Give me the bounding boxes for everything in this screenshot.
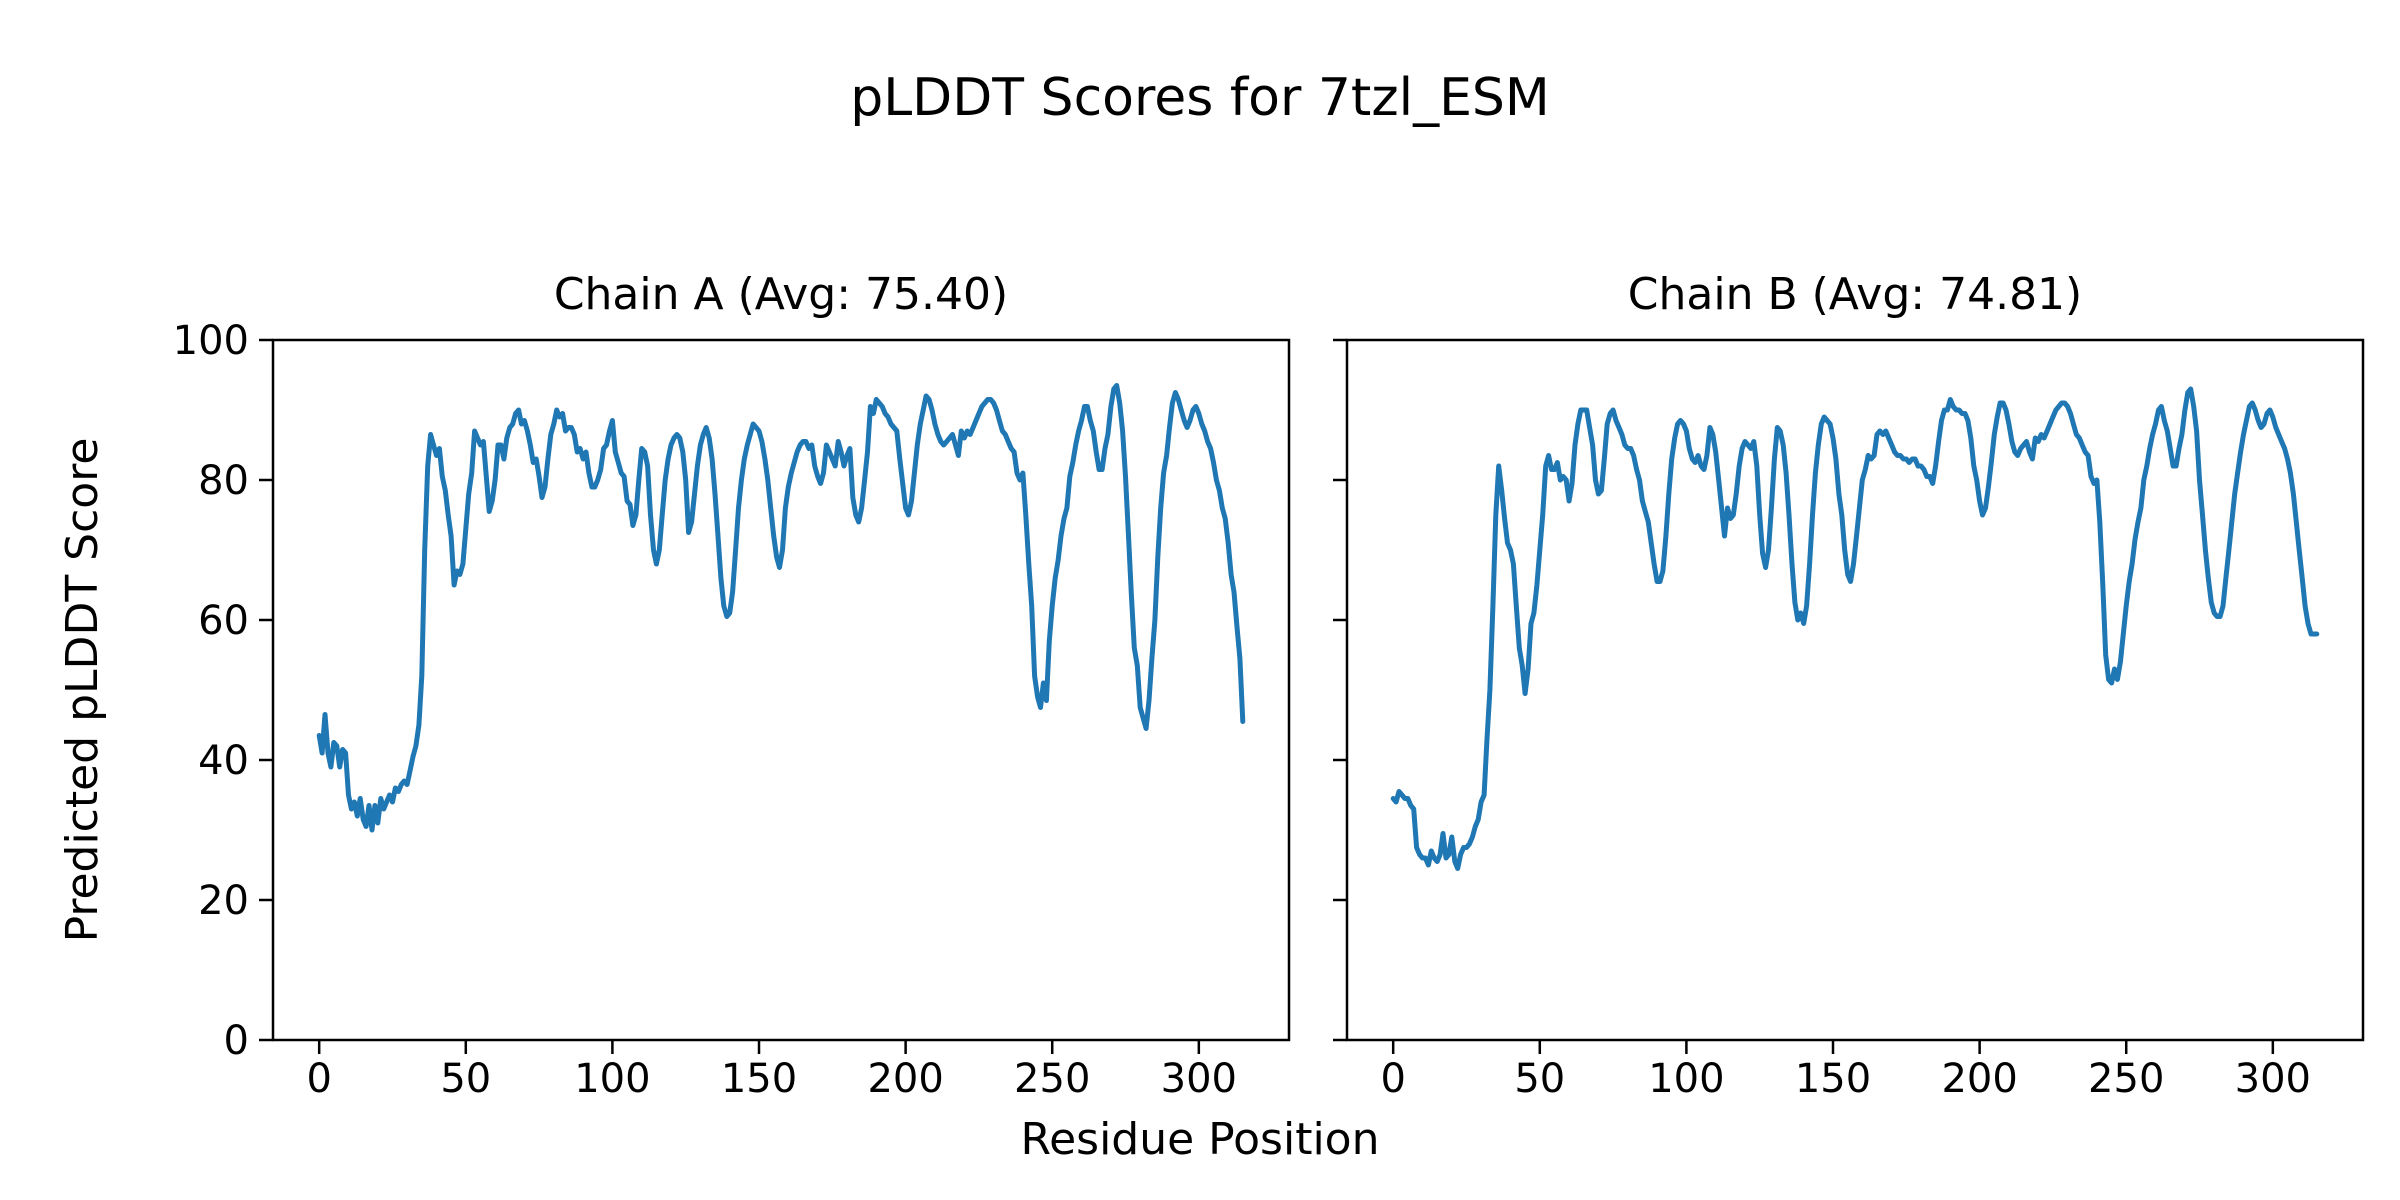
x-tick-label: 200 <box>867 1056 943 1102</box>
x-axis-label: Residue Position <box>1020 1114 1380 1165</box>
y-tick-label: 40 <box>198 738 249 784</box>
plddt-line-chain-b <box>1390 386 2320 871</box>
chain-a-plot: 0 50 100 150 200 250 300 0 20 40 60 80 100 <box>173 318 1291 1102</box>
chain-b-plot: 0 50 100 150 200 250 300 <box>1333 338 2365 1102</box>
y-tick-label: 20 <box>198 878 249 924</box>
x-tick-label: 250 <box>1014 1056 1090 1102</box>
x-tick-label: 200 <box>1941 1056 2017 1102</box>
x-tick-label: 50 <box>1514 1056 1565 1102</box>
chain-b-axes-box <box>1345 338 2365 1042</box>
y-tick-label: 60 <box>198 598 249 644</box>
chain-a-title: Chain A (Avg: 75.40) <box>553 269 1009 320</box>
x-tick-label: 150 <box>1795 1056 1871 1102</box>
chain-b-title: Chain B (Avg: 74.81) <box>1627 269 2083 320</box>
x-tick-label: 150 <box>721 1056 797 1102</box>
figure-title: pLDDT Scores for 7tzl_ESM <box>850 68 1550 128</box>
x-tick-label: 50 <box>440 1056 491 1102</box>
x-tick-label: 100 <box>574 1056 650 1102</box>
x-tick-label: 300 <box>2235 1056 2311 1102</box>
x-tick-label: 250 <box>2088 1056 2164 1102</box>
chain-a-axes-box <box>271 338 1291 1042</box>
y-tick-label: 80 <box>198 458 249 504</box>
x-tick-label: 0 <box>1380 1056 1405 1102</box>
plddt-line-chain-a <box>316 383 1246 833</box>
y-tick-label: 100 <box>173 318 249 364</box>
y-tick-label: 0 <box>224 1018 249 1064</box>
x-tick-label: 0 <box>306 1056 331 1102</box>
x-tick-label: 100 <box>1648 1056 1724 1102</box>
x-tick-label: 300 <box>1161 1056 1237 1102</box>
